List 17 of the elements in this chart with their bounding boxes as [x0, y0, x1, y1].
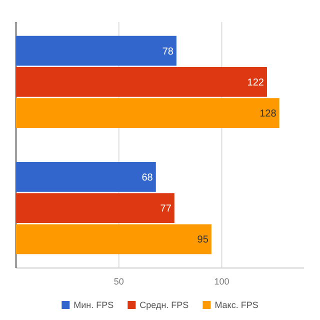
data-label: 128: [260, 108, 277, 120]
bar: [16, 224, 212, 254]
legend-label: Средн. FPS: [140, 300, 189, 310]
legend-label: Мин. FPS: [74, 300, 114, 310]
x-tick-label: 50: [114, 276, 124, 286]
bar: [16, 98, 280, 128]
data-label: 95: [197, 234, 209, 246]
data-label: 78: [162, 46, 174, 58]
data-label: 122: [247, 77, 264, 88]
bar: [16, 66, 267, 97]
bar: [16, 193, 174, 224]
data-label: 68: [142, 172, 154, 184]
x-tick-label: 100: [214, 276, 230, 286]
legend-label: Макс. FPS: [214, 300, 258, 310]
bar: [16, 36, 176, 66]
data-label: 77: [160, 204, 172, 215]
bar: [16, 162, 156, 192]
